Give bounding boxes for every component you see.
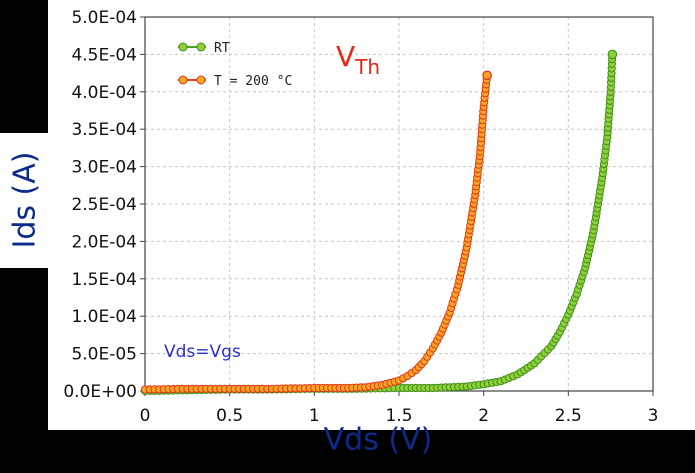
series-line <box>144 54 614 392</box>
y-tick-label: 1.5E-04 <box>71 270 137 290</box>
legend-item: RT <box>178 41 230 56</box>
y-tick-label: 1.0E-04 <box>71 307 137 327</box>
x-tick-label: 0 <box>140 406 151 426</box>
x-tick-label: 1.5 <box>385 406 412 426</box>
vth-annotation-main: V <box>336 40 355 73</box>
x-tick-label: 2.5 <box>555 406 582 426</box>
vds-vgs-annotation: Vds=Vgs <box>164 342 241 362</box>
data-point-end <box>482 70 492 81</box>
x-tick-label: 2 <box>478 406 489 426</box>
data-series <box>140 49 618 396</box>
grid-lines <box>145 17 653 391</box>
y-tick-label: 5.0E-04 <box>71 8 137 28</box>
legend-label: T = 200 °C <box>214 74 292 89</box>
x-tick-label: 3 <box>648 406 659 426</box>
legend-marker <box>196 75 206 85</box>
series-t200 <box>140 70 492 394</box>
legend-marker <box>196 42 206 52</box>
data-point-end <box>607 49 618 60</box>
y-tick-label: 5.0E-05 <box>71 345 137 365</box>
legend-item: T = 200 °C <box>178 74 292 89</box>
y-tick-label: 0.0E+00 <box>63 382 137 402</box>
x-tick-label: 1 <box>309 406 320 426</box>
y-axis-label-box <box>0 133 50 268</box>
y-tick-label: 4.0E-04 <box>71 83 137 103</box>
y-axis-label: Ids (A) <box>7 151 43 249</box>
y-tick-label: 3.0E-04 <box>71 158 137 178</box>
legend: RT T = 200 °C <box>178 41 292 89</box>
y-tick-label: 4.5E-04 <box>71 45 137 65</box>
x-axis-label: Vds (V) <box>323 422 433 458</box>
legend-label: RT <box>214 41 230 56</box>
axis-ticks: 0.0E+00 5.0E-05 1.0E-04 1.5E-04 2.0E-04 2.5E-… <box>63 8 658 426</box>
chart-panel <box>48 0 695 430</box>
y-tick-label: 3.5E-04 <box>71 120 137 140</box>
y-tick-label: 2.5E-04 <box>71 195 137 215</box>
vth-annotation: VTh <box>336 40 380 79</box>
y-tick-label: 2.0E-04 <box>71 232 137 252</box>
x-tick-label: 0.5 <box>216 406 243 426</box>
legend-marker <box>178 75 188 85</box>
vth-annotation-subscript: Th <box>354 55 380 79</box>
legend-marker <box>178 42 188 52</box>
